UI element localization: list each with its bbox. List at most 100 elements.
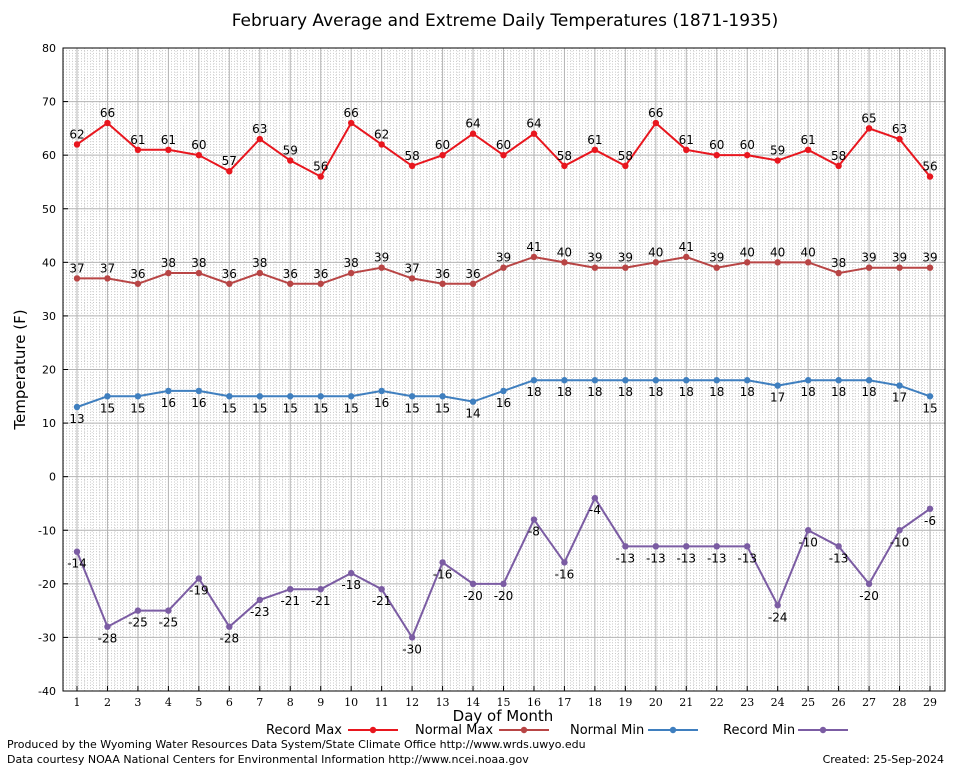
- series-normal-max: 37 37 36 38 38 36 38 36 36 38 39 37 36 36 39 41 40 39 39 40…: [69, 240, 938, 287]
- data-point: [408, 162, 416, 170]
- data-point: [226, 393, 233, 400]
- data-label: -20: [859, 589, 879, 603]
- data-label: 37: [69, 261, 84, 275]
- y-tick-label: 0: [49, 471, 56, 484]
- x-tick-label: 22: [710, 696, 724, 709]
- data-point: [835, 162, 842, 170]
- data-label: 61: [679, 133, 694, 147]
- data-label: 36: [130, 267, 145, 281]
- chart-title: February Average and Extreme Daily Tempe…: [232, 11, 779, 31]
- x-tick-label: 15: [497, 696, 511, 709]
- data-label: 18: [618, 385, 633, 399]
- data-label: 16: [161, 396, 176, 410]
- data-point: [378, 585, 385, 593]
- data-label: 58: [557, 149, 572, 163]
- data-point: [591, 494, 599, 502]
- data-point: [165, 387, 172, 395]
- y-tick-label: -20: [38, 578, 56, 591]
- data-point: [804, 259, 812, 266]
- legend-label: Record Max: [266, 723, 342, 738]
- x-tick-label: 7: [256, 696, 263, 709]
- data-label: 38: [344, 256, 359, 270]
- data-point: [347, 393, 355, 400]
- data-label: 36: [435, 267, 450, 281]
- data-point: [73, 275, 81, 282]
- data-label: 58: [618, 149, 633, 163]
- data-label: -21: [311, 594, 331, 608]
- data-point: [500, 151, 507, 159]
- data-point: [926, 173, 934, 180]
- legend-swatch-marker: [520, 726, 528, 734]
- data-point: [104, 275, 111, 282]
- x-tick-label: 18: [588, 696, 602, 709]
- series-record-min: -14-28-25 -25-19-28-23-21 -21-18-21-30-16-…: [67, 494, 936, 656]
- data-point: [195, 151, 203, 159]
- data-label: 15: [404, 401, 419, 415]
- legend-label: Record Min: [723, 723, 795, 738]
- legend-label: Normal Min: [570, 723, 644, 738]
- data-point: [378, 264, 385, 271]
- data-point: [287, 585, 294, 593]
- data-point: [652, 377, 660, 384]
- data-point: [683, 146, 690, 154]
- data-label: 18: [679, 385, 694, 399]
- x-tick-label: 5: [195, 696, 202, 709]
- data-point: [561, 377, 568, 384]
- data-point: [439, 151, 446, 159]
- data-label: -4: [589, 503, 601, 517]
- data-label: 15: [100, 401, 115, 415]
- y-tick-label: 60: [42, 149, 56, 162]
- data-point: [195, 387, 203, 395]
- x-tick-label: 21: [679, 696, 693, 709]
- data-label: 60: [740, 138, 755, 152]
- data-point: [896, 382, 903, 389]
- data-label: 63: [892, 122, 907, 136]
- data-point: [744, 377, 751, 384]
- data-label: 66: [344, 106, 359, 120]
- series-record-max: 62 66 61 61 60 57 63 59 56 66 62 58 60 64 60 64 58 61 58 66…: [69, 106, 938, 180]
- data-point: [896, 527, 903, 534]
- x-tick-label: 10: [344, 696, 358, 709]
- data-point: [317, 393, 324, 400]
- data-point: [713, 543, 720, 550]
- data-label: 59: [770, 144, 785, 158]
- data-label: 38: [161, 256, 176, 270]
- data-point: [896, 135, 903, 143]
- data-point: [469, 398, 477, 405]
- data-point: [500, 580, 507, 588]
- data-label: 39: [496, 251, 511, 265]
- data-label: -23: [250, 605, 270, 619]
- legend-swatch-marker: [369, 726, 377, 734]
- series-normal-min: 13 15 15 16 16 15 15 15 15 15 16 15 15 14 16 18 18 18 18 18…: [69, 377, 938, 426]
- data-point: [165, 607, 172, 614]
- legend-label: Normal Max: [415, 723, 493, 738]
- data-point: [287, 393, 294, 400]
- x-tick-label: 23: [740, 696, 754, 709]
- y-tick-label: 10: [42, 417, 56, 430]
- data-label: 16: [374, 396, 389, 410]
- data-label: 38: [831, 256, 846, 270]
- data-point: [226, 623, 233, 630]
- legend-swatch-marker: [669, 726, 677, 734]
- data-point: [134, 393, 142, 400]
- x-tick-label: 13: [436, 696, 450, 709]
- data-label: -25: [128, 616, 148, 630]
- x-tick-label: 9: [317, 696, 324, 709]
- data-point: [774, 157, 781, 164]
- data-label: 64: [465, 117, 480, 131]
- data-point: [561, 162, 568, 170]
- data-point: [774, 259, 781, 266]
- data-point: [347, 269, 355, 277]
- x-tick-label: 29: [923, 696, 937, 709]
- x-tick-label: 4: [165, 696, 172, 709]
- x-tick-label: 1: [74, 696, 81, 709]
- data-label: 37: [100, 261, 115, 275]
- data-point: [530, 253, 538, 261]
- data-label: 38: [191, 256, 206, 270]
- data-label: 18: [861, 385, 876, 399]
- x-axis-label: Day of Month: [453, 707, 554, 725]
- data-label: 59: [283, 144, 298, 158]
- data-label: -16: [555, 567, 575, 581]
- data-point: [134, 607, 142, 614]
- data-label: 36: [222, 267, 237, 281]
